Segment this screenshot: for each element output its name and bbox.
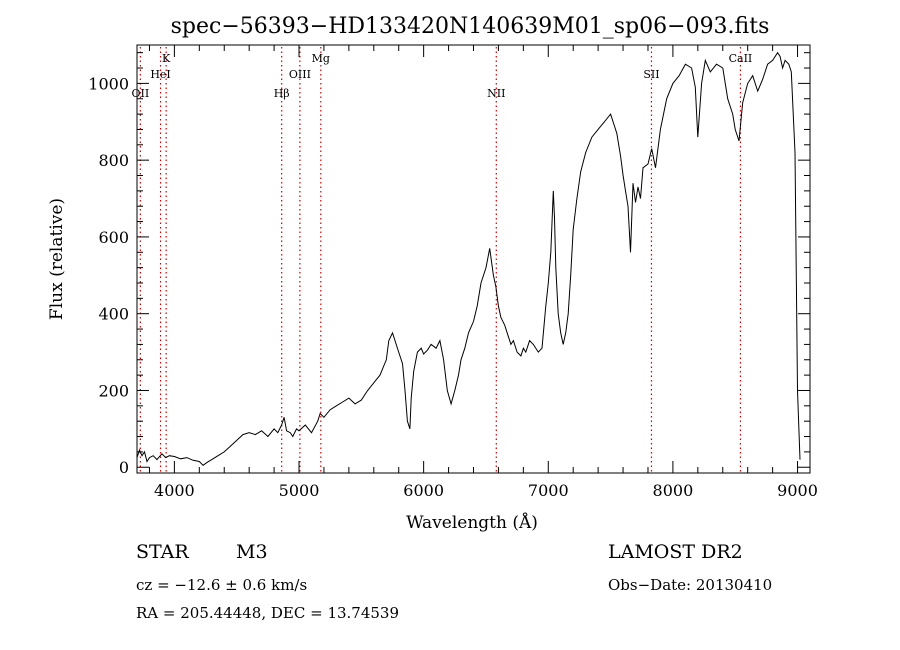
- x-tick-label-5: 9000: [777, 481, 818, 500]
- line-label-5: Mg: [312, 52, 330, 65]
- axis-ticks: 4000 5000 6000 7000 8000 9000 0 200 400 600 800 100…: [88, 45, 818, 500]
- x-tick-label-4: 8000: [653, 481, 694, 500]
- y-axis-label: Flux (relative): [47, 198, 67, 320]
- subclass: M3: [236, 541, 268, 563]
- y-tick-label-0: 0: [119, 458, 129, 477]
- spectrum-line: [136, 51, 801, 466]
- x-tick-label-0: 4000: [154, 481, 195, 500]
- y-tick-label-4: 800: [98, 151, 129, 170]
- line-label-7: SII: [643, 68, 659, 81]
- line-label-0: OII: [132, 87, 150, 100]
- y-tick-label-2: 400: [98, 305, 129, 324]
- x-tick-label-2: 6000: [403, 481, 444, 500]
- plot-frame: [136, 44, 811, 474]
- y-tick-label-5: 1000: [88, 74, 129, 93]
- line-label-4: OIII: [289, 68, 311, 81]
- chart-title: spec−56393−HD133420N140639M01_sp06−093.f…: [171, 14, 770, 39]
- line-label-2: HeI: [150, 68, 170, 81]
- survey-name: LAMOST DR2: [608, 541, 743, 563]
- x-axis-label: Wavelength (Å): [406, 512, 538, 533]
- y-tick-label-3: 600: [98, 228, 129, 247]
- line-label-1: K: [162, 52, 171, 65]
- coordinates: RA = 205.44448, DEC = 13.74539: [136, 604, 400, 622]
- x-tick-label-1: 5000: [279, 481, 320, 500]
- y-tick-label-1: 200: [98, 381, 129, 400]
- object-class: STAR: [136, 541, 189, 563]
- line-label-6: NII: [487, 87, 505, 100]
- cz-value: cz = −12.6 ± 0.6 km/s: [136, 576, 308, 594]
- line-label-8: CaII: [729, 52, 753, 65]
- line-label-3: Hβ: [274, 87, 290, 100]
- x-tick-label-3: 7000: [528, 481, 569, 500]
- obs-date: Obs−Date: 20130410: [608, 576, 773, 594]
